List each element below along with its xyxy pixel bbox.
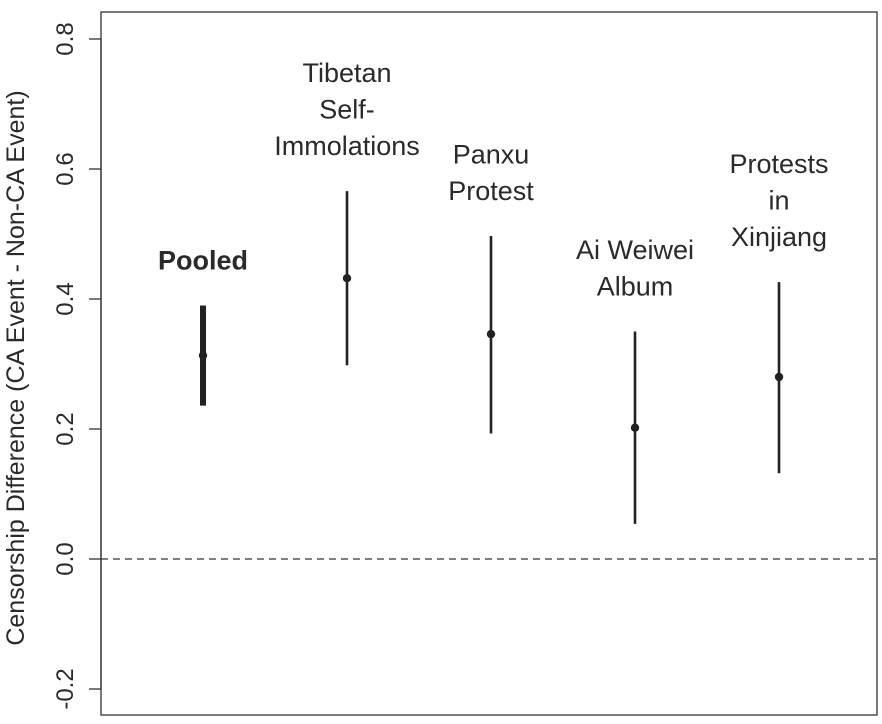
category-label-line: Protest (448, 176, 534, 206)
y-axis-title: Censorship Difference (CA Event - Non-CA… (2, 90, 30, 645)
category-label-line: Immolations (274, 131, 420, 161)
point-estimate-marker (198, 351, 208, 360)
category-label-line: Ai Weiwei (576, 235, 694, 265)
point-estimate-marker (774, 372, 784, 382)
category-label-line: Self- (319, 95, 375, 125)
y-tick-label: 0.4 (52, 282, 79, 315)
point-estimate-marker (342, 274, 352, 283)
category-label-line: Xinjiang (731, 222, 827, 252)
y-tick-label: -0.2 (52, 668, 79, 709)
plot-frame (100, 11, 878, 716)
category-label-line: Tibetan (302, 58, 391, 88)
category-label-line: Pooled (158, 246, 248, 276)
estimate-marks (198, 191, 784, 524)
point-estimate-marker (630, 423, 640, 432)
category-label-line: Panxu (453, 139, 530, 169)
category-label-line: in (768, 186, 789, 216)
y-axis-ticks: -0.2 0.0 0.2 0.4 0.6 0.8 (52, 22, 101, 710)
y-tick-label: 0.8 (52, 22, 79, 55)
y-tick-label: 0.2 (52, 412, 79, 445)
category-label-line: Album (597, 272, 674, 302)
category-labels: Pooled Tibetan Self- Immolations Panxu Protes… (158, 58, 829, 301)
category-label-line: Protests (729, 149, 828, 179)
y-tick-label: 0.6 (52, 152, 79, 185)
point-estimate-marker (486, 329, 496, 339)
y-tick-label: 0.0 (52, 542, 79, 575)
